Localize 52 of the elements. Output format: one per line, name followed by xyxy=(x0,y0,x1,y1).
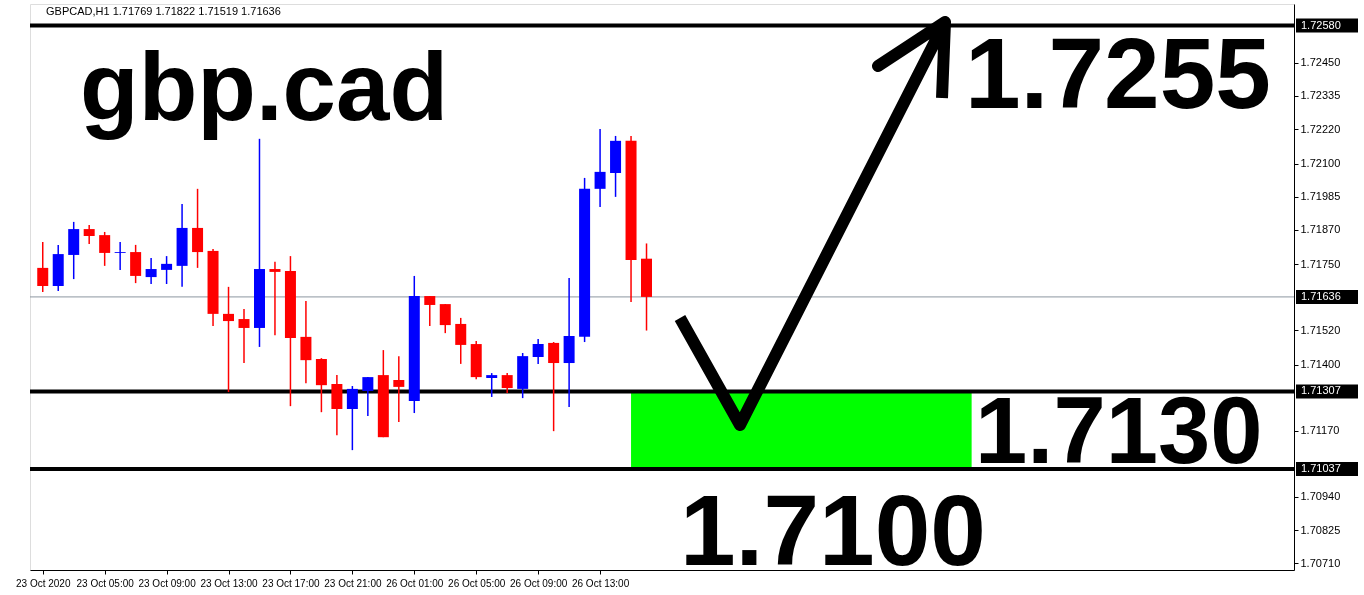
x-tick-label: 26 Oct 01:00 xyxy=(386,577,444,589)
candlestick xyxy=(455,317,467,365)
x-tick-label: 26 Oct 09:00 xyxy=(510,577,568,589)
y-tick-label: 1.70825 xyxy=(1300,523,1341,536)
candlestick xyxy=(161,255,173,285)
ref-line-label: 1.71307 xyxy=(1301,384,1341,397)
ref-line-label: 1.72580 xyxy=(1301,18,1341,31)
y-tick-label: 1.71170 xyxy=(1300,424,1340,437)
candlestick xyxy=(393,355,405,423)
candlestick xyxy=(114,241,126,271)
x-tick-label: 23 Oct 17:00 xyxy=(262,577,321,589)
candlestick xyxy=(548,341,560,432)
y-tick-label: 1.71520 xyxy=(1300,323,1341,336)
x-tick-label: 23 Oct 13:00 xyxy=(200,577,259,589)
annotation: gbp.cad xyxy=(80,33,449,140)
ref-line-label: 1.71037 xyxy=(1301,462,1341,475)
candlestick xyxy=(99,231,111,267)
candlestick xyxy=(223,286,235,393)
chart-title: GBPCAD,H1 1.71769 1.71822 1.71519 1.71636 xyxy=(46,5,281,17)
y-tick-label: 1.72450 xyxy=(1300,56,1341,69)
y-tick-label: 1.72100 xyxy=(1300,157,1341,170)
candlestick xyxy=(424,295,436,327)
ref-line-label: 1.71636 xyxy=(1301,289,1341,302)
y-tick-label: 1.71750 xyxy=(1300,257,1341,270)
candlestick xyxy=(300,300,312,384)
y-tick-label: 1.71985 xyxy=(1300,190,1341,203)
candlestick xyxy=(130,244,142,284)
y-tick-label: 1.70710 xyxy=(1300,556,1341,569)
candlestick xyxy=(594,128,606,208)
candlestick xyxy=(346,385,358,451)
candlestick xyxy=(83,224,95,245)
x-tick-label: 23 Oct 21:00 xyxy=(324,577,382,589)
candlestick xyxy=(362,376,374,417)
candlestick xyxy=(269,261,281,336)
candlestick xyxy=(439,303,451,334)
candlestick xyxy=(37,241,49,293)
y-tick-label: 1.72335 xyxy=(1300,89,1341,102)
y-tick-label: 1.72220 xyxy=(1300,122,1341,135)
x-tick-label: 23 Oct 2020 xyxy=(16,577,71,589)
x-tick-label: 23 Oct 09:00 xyxy=(138,577,197,589)
candlestick xyxy=(145,257,157,285)
candlestick xyxy=(238,308,250,364)
annotation: 1.7255 xyxy=(965,17,1271,129)
candlestick xyxy=(486,372,498,398)
x-tick-label: 23 Oct 05:00 xyxy=(76,577,135,589)
x-tick-label: 26 Oct 05:00 xyxy=(448,577,506,589)
candlestick xyxy=(501,372,513,394)
y-tick-label: 1.70940 xyxy=(1300,490,1341,503)
candlestick xyxy=(532,338,544,365)
x-tick-label: 26 Oct 13:00 xyxy=(571,577,630,589)
y-tick-label: 1.71870 xyxy=(1300,223,1341,236)
y-tick-label: 1.71400 xyxy=(1300,358,1341,371)
